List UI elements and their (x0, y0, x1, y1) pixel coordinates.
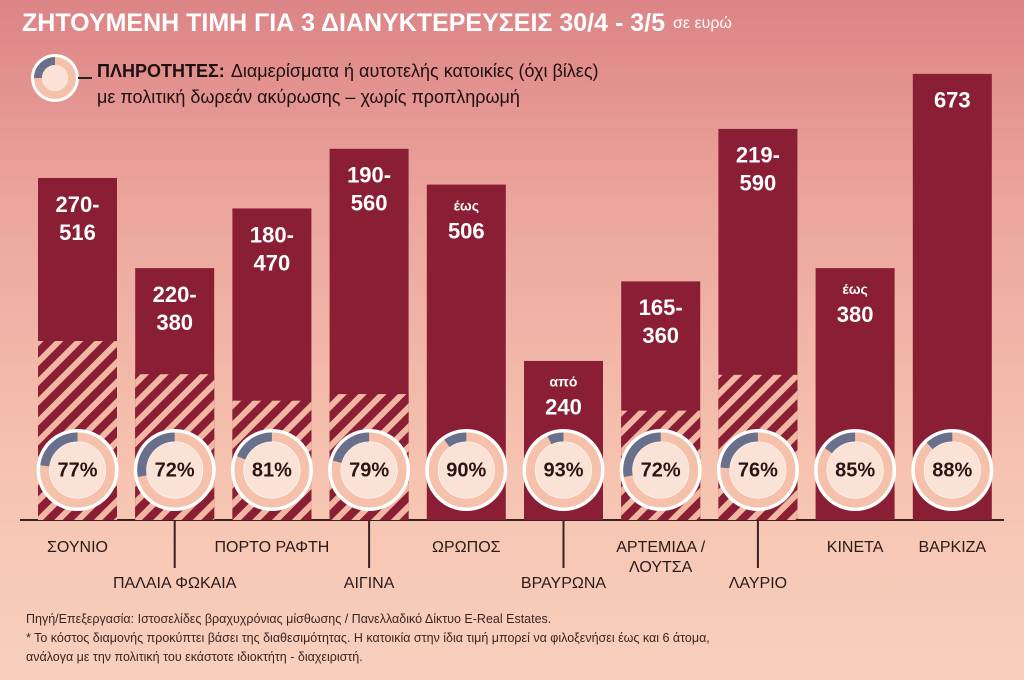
occupancy-label: 76% (738, 459, 778, 481)
value-label: 470 (254, 250, 291, 275)
occupancy-label: 79% (349, 459, 389, 481)
value-label: 190- (347, 163, 391, 188)
value-label: έως (842, 281, 867, 297)
donut-rest (444, 432, 467, 448)
value-label: 516 (59, 220, 96, 245)
value-label: 673 (934, 88, 971, 113)
value-label: 590 (740, 171, 777, 196)
donut-rest (926, 432, 953, 450)
occupancy-label: 88% (932, 459, 972, 481)
value-label: έως (454, 197, 479, 213)
value-label: 180- (250, 222, 294, 247)
occupancy-label: 81% (252, 459, 292, 481)
x-tick-label: ΚΙΝΕΤΑ (826, 539, 884, 556)
donut-rest (40, 432, 78, 467)
donut-center (924, 442, 981, 498)
x-tick-label: ΒΑΡΚΙΖΑ (918, 539, 987, 556)
donut-rest (547, 432, 564, 445)
x-tick-label: ΩΡΩΠΟΣ (432, 539, 501, 556)
value-label: 165- (639, 295, 683, 320)
occupancy-label: 93% (543, 459, 583, 481)
donut-rest (720, 432, 759, 469)
donut-center (146, 442, 203, 498)
legend-icon (31, 54, 79, 102)
donut-center (49, 442, 106, 498)
x-tick-label: ΠΑΛΑΙΑ ΦΩΚΑΙΑ (112, 575, 237, 592)
donut-center (535, 442, 592, 498)
x-tick-label: ΑΙΓΙΝΑ (343, 575, 395, 592)
occupancy-label: 72% (641, 459, 681, 481)
footnote: * Το κόστος διαμονής προκύπτει βάσει της… (26, 631, 710, 645)
occupancy-label: 90% (446, 459, 486, 481)
value-label: 360 (642, 323, 679, 348)
x-tick-label: ΒΡΑΥΡΩΝΑ (520, 575, 607, 592)
x-tick-label: ΛΑΥΡΙΟ (728, 575, 788, 592)
donut-center (827, 442, 884, 498)
donut-rest (623, 432, 661, 478)
x-tick-label: ΑΡΤΕΜΙΔΑ / ΛΟΥΤΣΑ (616, 539, 706, 576)
occupancy-label: 77% (57, 459, 97, 481)
donut-center (438, 442, 495, 498)
donut-rest (824, 432, 856, 454)
donut-center (632, 442, 689, 498)
occupancy-label: 72% (155, 459, 195, 481)
value-label: 270- (55, 192, 99, 217)
value-label: από (550, 374, 578, 390)
value-label: 219- (736, 143, 780, 168)
chart-title: ΖΗΤΟΥΜΕΝΗ ΤΙΜΗ ΓΙΑ 3 ΔΙΑΝΥΚΤΕΡΕΥΣΕΙΣ 30/… (22, 9, 732, 37)
legend-text: ΠΛΗΡΟΤΗΤΕΣ: Διαμερίσματα ή αυτοτελής κατο… (97, 61, 599, 81)
x-tick-label: ΠΟΡΤΟ ΡΑΦΤΗ (214, 539, 330, 556)
value-label: 560 (351, 191, 388, 216)
legend-text: με πολιτική δωρεάν ακύρωσης – χωρίς προπ… (97, 87, 520, 107)
donut-rest (237, 432, 273, 460)
occupancy-label: 85% (835, 459, 875, 481)
donut-rest (332, 432, 370, 464)
donut-center (729, 442, 786, 498)
value-label: 506 (448, 218, 485, 243)
footnote: Πηγή/Επεξεργασία: Ιστοσελίδες βραχυχρόνι… (26, 612, 552, 626)
value-label: 240 (545, 395, 582, 420)
donut-rest (137, 432, 175, 478)
value-label: 380 (837, 302, 874, 327)
donut-center (243, 442, 300, 498)
value-label: 380 (156, 310, 193, 335)
footnote: ανάλογα με την πολιτική του εκάστοτε ιδι… (26, 650, 363, 664)
donut-center (341, 442, 398, 498)
value-label: 220- (153, 282, 197, 307)
x-tick-label: ΣΟΥΝΙΟ (47, 539, 108, 556)
